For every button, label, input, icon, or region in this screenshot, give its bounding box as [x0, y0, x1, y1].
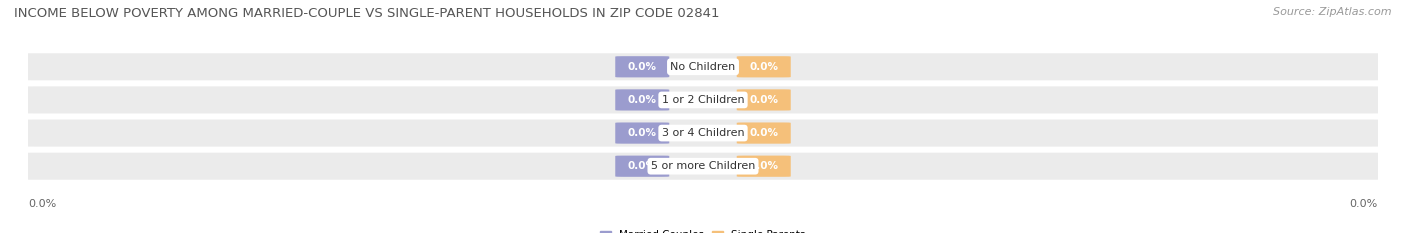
FancyBboxPatch shape	[1, 119, 1405, 148]
FancyBboxPatch shape	[1, 52, 1405, 81]
Text: INCOME BELOW POVERTY AMONG MARRIED-COUPLE VS SINGLE-PARENT HOUSEHOLDS IN ZIP COD: INCOME BELOW POVERTY AMONG MARRIED-COUPL…	[14, 7, 720, 20]
Text: 0.0%: 0.0%	[627, 62, 657, 72]
Text: 1 or 2 Children: 1 or 2 Children	[662, 95, 744, 105]
FancyBboxPatch shape	[616, 56, 669, 77]
FancyBboxPatch shape	[1, 85, 1405, 114]
Text: 0.0%: 0.0%	[627, 161, 657, 171]
FancyBboxPatch shape	[616, 89, 669, 110]
Text: 0.0%: 0.0%	[749, 95, 779, 105]
FancyBboxPatch shape	[616, 156, 669, 177]
Text: 0.0%: 0.0%	[1350, 199, 1378, 209]
FancyBboxPatch shape	[1, 152, 1405, 181]
Text: 0.0%: 0.0%	[749, 161, 779, 171]
Text: 5 or more Children: 5 or more Children	[651, 161, 755, 171]
FancyBboxPatch shape	[737, 123, 790, 144]
FancyBboxPatch shape	[616, 123, 669, 144]
Legend: Married Couples, Single Parents: Married Couples, Single Parents	[599, 228, 807, 233]
Text: Source: ZipAtlas.com: Source: ZipAtlas.com	[1274, 7, 1392, 17]
Text: 0.0%: 0.0%	[749, 62, 779, 72]
Text: 0.0%: 0.0%	[627, 128, 657, 138]
FancyBboxPatch shape	[737, 89, 790, 110]
Text: 0.0%: 0.0%	[749, 128, 779, 138]
FancyBboxPatch shape	[737, 56, 790, 77]
Text: 3 or 4 Children: 3 or 4 Children	[662, 128, 744, 138]
FancyBboxPatch shape	[737, 156, 790, 177]
Text: No Children: No Children	[671, 62, 735, 72]
Text: 0.0%: 0.0%	[28, 199, 56, 209]
Text: 0.0%: 0.0%	[627, 95, 657, 105]
